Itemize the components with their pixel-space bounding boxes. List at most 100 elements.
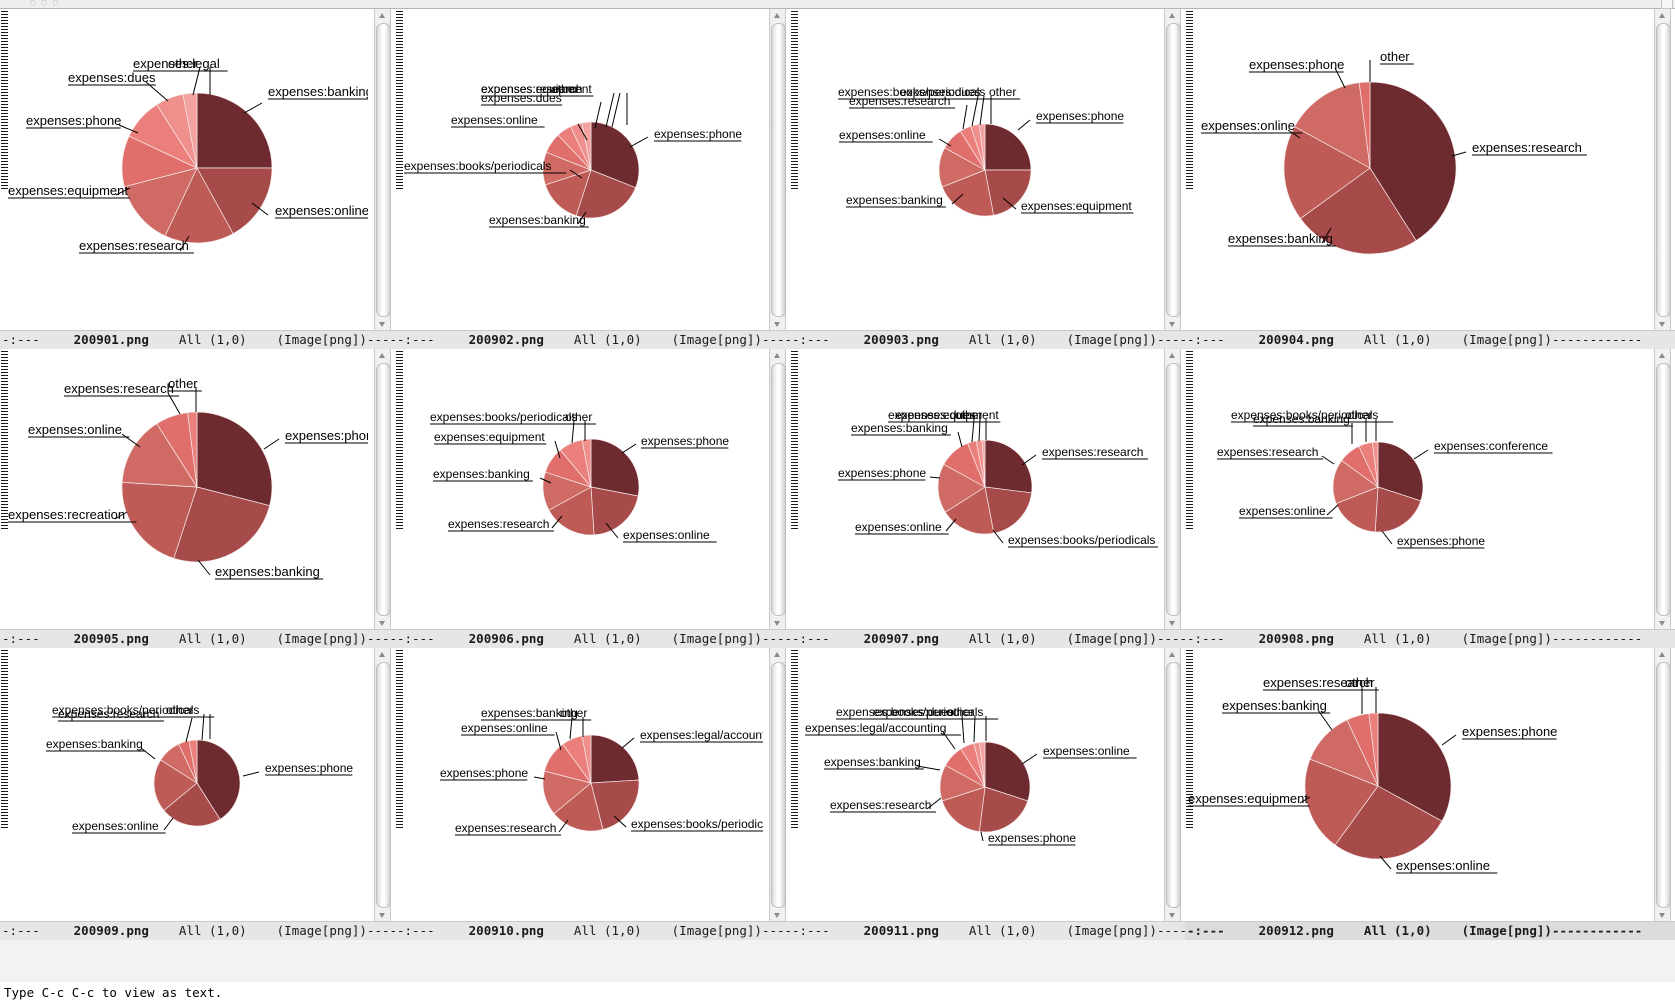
vertical-scrollbar[interactable] [374,648,391,922]
scroll-up-arrow-icon[interactable] [1165,349,1180,362]
scrollbar-thumb[interactable] [1166,23,1181,317]
titlebar-right-button[interactable] [1661,0,1673,9]
vertical-scrollbar[interactable] [1164,9,1181,331]
mode-line-200911[interactable]: -:--- 200911.png All (1,0) (Image[png])-… [790,921,1185,940]
minibuffer[interactable]: Type C-c C-c to view as text. [0,982,1675,1004]
pie-slices [1332,441,1424,533]
pie-label: expenses:phone [26,113,139,134]
pie-label: other [168,376,202,412]
scroll-up-arrow-icon[interactable] [1165,9,1180,22]
pie-label: expenses:phone [242,761,353,777]
emacs-window-200906[interactable]: expenses:phone expenses:online expenses:re… [395,349,790,648]
mode-line-200907[interactable]: -:--- 200907.png All (1,0) (Image[png])-… [790,629,1185,648]
emacs-window-200905[interactable]: expenses:phone expenses:banking expenses:r… [0,349,395,648]
pie-slices [542,734,640,832]
pie-slice [187,411,198,488]
scroll-up-arrow-icon[interactable] [1165,648,1180,661]
pie-label: expenses:research [64,381,181,415]
emacs-window-200912[interactable]: expenses:phone expenses:online expenses:eq… [1185,648,1675,940]
scroll-down-arrow-icon[interactable] [375,617,390,630]
pie-slices [937,439,1033,535]
vertical-scrollbar[interactable] [1654,648,1671,922]
scrollbar-thumb[interactable] [771,23,786,317]
mode-line-200906[interactable]: -:--- 200906.png All (1,0) (Image[png])-… [395,629,790,648]
mode-line-200910[interactable]: -:--- 200910.png All (1,0) (Image[png])-… [395,921,790,940]
pie-slices [1283,81,1457,255]
mode-line-200904[interactable]: -:--- 200904.png All (1,0) (Image[png])-… [1185,330,1675,349]
pie-label: expenses:online [1201,118,1303,139]
mode-line-200909[interactable]: -:--- 200909.png All (1,0) (Image[png])-… [0,921,395,940]
vertical-scrollbar[interactable] [1654,349,1671,630]
pie-label-text: expenses:legal/accounting [805,721,946,735]
pie-label-leader [1334,67,1346,89]
scroll-up-arrow-icon[interactable] [1655,648,1670,661]
scroll-up-arrow-icon[interactable] [375,648,390,661]
scrollbar-thumb[interactable] [771,363,786,616]
scroll-down-arrow-icon[interactable] [1165,617,1180,630]
scroll-down-arrow-icon[interactable] [770,909,785,922]
scrollbar-thumb[interactable] [771,662,786,908]
vertical-scrollbar[interactable] [769,349,786,630]
scroll-down-arrow-icon[interactable] [1655,617,1670,630]
scroll-down-arrow-icon[interactable] [1165,318,1180,331]
pie-label: other [166,703,211,739]
scroll-down-arrow-icon[interactable] [375,318,390,331]
vertical-scrollbar[interactable] [769,648,786,922]
emacs-window-200910[interactable]: expenses:legal/accounting expenses:books/… [395,648,790,940]
scroll-down-arrow-icon[interactable] [1165,909,1180,922]
scroll-up-arrow-icon[interactable] [770,9,785,22]
scroll-down-arrow-icon[interactable] [770,617,785,630]
pie-label: expenses:research [1021,445,1149,466]
pie-label: expenses:dues [481,91,602,129]
mode-line-200905[interactable]: -:--- 200905.png All (1,0) (Image[png])-… [0,629,395,648]
scroll-up-arrow-icon[interactable] [1655,9,1670,22]
scroll-up-arrow-icon[interactable] [375,9,390,22]
scrollbar-thumb[interactable] [1656,363,1671,616]
pie-label-text: expenses:online [1396,858,1490,873]
emacs-window-200911[interactable]: expenses:online expenses:phone expenses:re… [790,648,1185,940]
emacs-window-200901[interactable]: expenses:banking expenses:online expenses:… [0,9,395,349]
vertical-scrollbar[interactable] [1654,9,1671,331]
scrollbar-thumb[interactable] [376,23,391,317]
emacs-window-200903[interactable]: expenses:phone expenses:equipment expenses… [790,9,1185,349]
pie-label: expenses:legal/accounting [805,721,961,750]
emacs-window-200902[interactable]: expenses:phone expenses:banking expenses:b… [395,9,790,349]
mode-line-major-mode: (Image[png]) [276,923,367,938]
scroll-up-arrow-icon[interactable] [770,648,785,661]
pie-label-text: other [168,376,198,391]
mode-line-position: All (1,0) [573,923,642,938]
scrollbar-thumb[interactable] [1656,23,1671,317]
mode-line-200908[interactable]: -:--- 200908.png All (1,0) (Image[png])-… [1185,629,1675,648]
scroll-up-arrow-icon[interactable] [770,349,785,362]
scroll-down-arrow-icon[interactable] [1655,909,1670,922]
scroll-up-arrow-icon[interactable] [375,349,390,362]
mode-line-200912[interactable]: -:--- 200912.png All (1,0) (Image[png])-… [1185,921,1675,940]
scrollbar-thumb[interactable] [1656,662,1671,908]
pie-slice [590,486,639,536]
emacs-window-200908[interactable]: expenses:conference expenses:phone expense… [1185,349,1675,648]
scroll-down-arrow-icon[interactable] [1655,318,1670,331]
scrollbar-thumb[interactable] [1166,363,1181,616]
scroll-down-arrow-icon[interactable] [770,318,785,331]
mode-line-200901[interactable]: -:--- 200901.png All (1,0) (Image[png])-… [0,330,395,349]
emacs-window-200904[interactable]: expenses:research expenses:banking expense… [1185,9,1675,349]
vertical-scrollbar[interactable] [1164,349,1181,630]
vertical-scrollbar[interactable] [1164,648,1181,922]
scroll-down-arrow-icon[interactable] [375,909,390,922]
scrollbar-thumb[interactable] [376,363,391,616]
titlebar-buttons[interactable]: ○○○ [30,0,65,8]
vertical-scrollbar[interactable] [374,349,391,630]
scrollbar-thumb[interactable] [376,662,391,908]
emacs-window-200907[interactable]: expenses:research expenses:books/periodic… [790,349,1185,648]
emacs-window-200909[interactable]: expenses:phone expenses:online expenses:ba… [0,648,395,940]
scroll-up-arrow-icon[interactable] [1655,349,1670,362]
scrollbar-thumb[interactable] [1166,662,1181,908]
mode-line-200903[interactable]: -:--- 200903.png All (1,0) (Image[png])-… [790,330,1185,349]
vertical-scrollbar[interactable] [374,9,391,331]
pie-label-text: other [1345,408,1372,422]
mode-line-200902[interactable]: -:--- 200902.png All (1,0) (Image[png])-… [395,330,790,349]
pie-slice [981,439,986,488]
vertical-scrollbar[interactable] [769,9,786,331]
pie-slice [1371,441,1379,488]
pie-label-text: expenses:equipment [888,408,999,422]
